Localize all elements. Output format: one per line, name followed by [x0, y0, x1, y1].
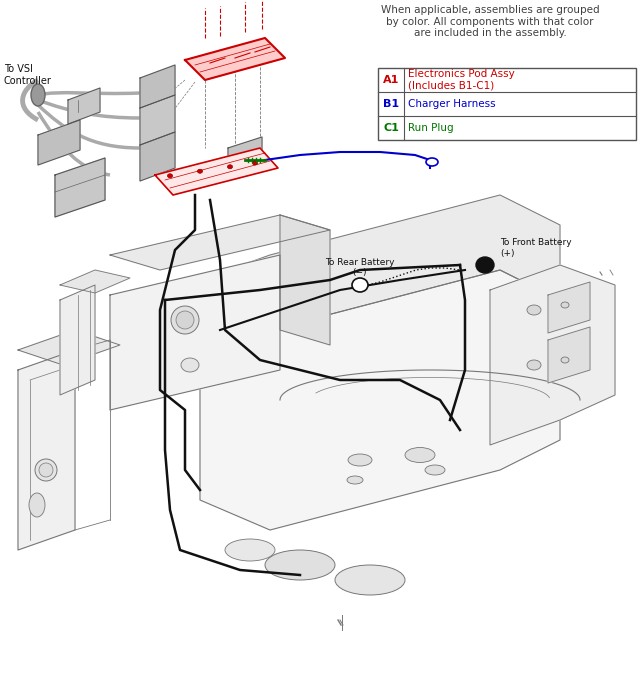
Ellipse shape [176, 311, 194, 329]
Ellipse shape [35, 459, 57, 481]
Text: To Rear Battery
(−): To Rear Battery (−) [325, 258, 395, 277]
Text: To Front Battery
(+): To Front Battery (+) [500, 238, 572, 258]
Polygon shape [140, 95, 175, 145]
Ellipse shape [39, 463, 53, 477]
Polygon shape [18, 330, 120, 365]
Text: B1: B1 [383, 99, 399, 109]
Ellipse shape [348, 454, 372, 466]
Polygon shape [548, 282, 590, 333]
Polygon shape [228, 137, 262, 173]
Polygon shape [38, 120, 80, 165]
Ellipse shape [265, 550, 335, 580]
Polygon shape [60, 285, 95, 395]
Ellipse shape [405, 447, 435, 463]
Text: Charger Harness: Charger Harness [408, 99, 496, 109]
Polygon shape [155, 148, 278, 195]
Ellipse shape [198, 169, 202, 174]
Bar [378, 68, 636, 140]
Polygon shape [68, 88, 100, 124]
Polygon shape [490, 265, 615, 445]
Ellipse shape [527, 305, 541, 315]
Ellipse shape [352, 278, 368, 292]
Ellipse shape [347, 476, 363, 484]
Text: Electronics Pod Assy
(Includes B1-C1): Electronics Pod Assy (Includes B1-C1) [408, 69, 515, 91]
Text: To VSI
Controller: To VSI Controller [4, 64, 52, 86]
Ellipse shape [29, 493, 45, 517]
Ellipse shape [31, 84, 45, 106]
Ellipse shape [561, 357, 569, 363]
Polygon shape [185, 38, 285, 80]
Polygon shape [110, 255, 280, 410]
Ellipse shape [167, 174, 173, 178]
Text: C1: C1 [383, 123, 399, 133]
Polygon shape [140, 65, 175, 108]
Text: A1: A1 [383, 75, 399, 85]
Polygon shape [200, 195, 560, 360]
Polygon shape [548, 327, 590, 383]
Text: Run Plug: Run Plug [408, 123, 453, 133]
Ellipse shape [335, 565, 405, 595]
Polygon shape [110, 215, 330, 270]
Polygon shape [60, 270, 130, 293]
Polygon shape [280, 215, 330, 345]
Text: When applicable, assemblies are grouped
by color. All components with that color: When applicable, assemblies are grouped … [381, 5, 600, 38]
Ellipse shape [227, 164, 232, 169]
Ellipse shape [426, 158, 438, 166]
Ellipse shape [225, 539, 275, 561]
Polygon shape [200, 270, 560, 530]
Ellipse shape [476, 257, 494, 273]
Polygon shape [140, 132, 175, 181]
Polygon shape [18, 350, 75, 550]
Ellipse shape [171, 306, 199, 334]
Ellipse shape [561, 302, 569, 308]
Ellipse shape [181, 358, 199, 372]
Ellipse shape [252, 161, 258, 165]
Ellipse shape [527, 360, 541, 370]
Ellipse shape [425, 465, 445, 475]
Polygon shape [55, 158, 105, 217]
